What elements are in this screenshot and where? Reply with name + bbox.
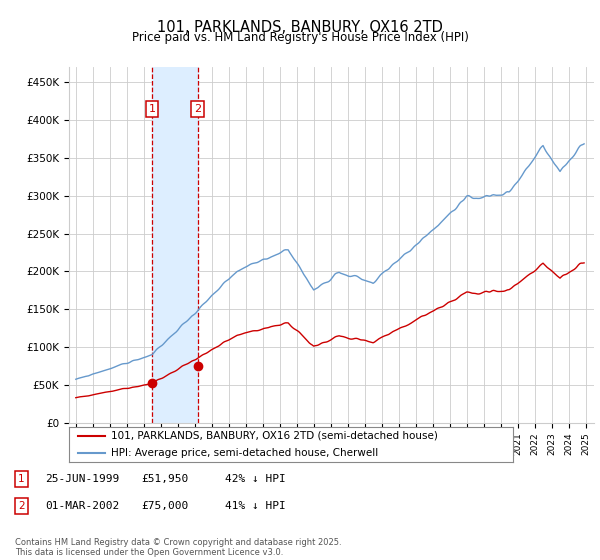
Text: £51,950: £51,950 bbox=[141, 474, 188, 484]
Text: 41% ↓ HPI: 41% ↓ HPI bbox=[225, 501, 286, 511]
Bar bbox=[152, 67, 197, 423]
Text: HPI: Average price, semi-detached house, Cherwell: HPI: Average price, semi-detached house,… bbox=[111, 449, 379, 458]
Text: 101, PARKLANDS, BANBURY, OX16 2TD (semi-detached house): 101, PARKLANDS, BANBURY, OX16 2TD (semi-… bbox=[111, 431, 438, 441]
Text: 101, PARKLANDS, BANBURY, OX16 2TD: 101, PARKLANDS, BANBURY, OX16 2TD bbox=[157, 20, 443, 35]
Text: 42% ↓ HPI: 42% ↓ HPI bbox=[225, 474, 286, 484]
Text: Price paid vs. HM Land Registry's House Price Index (HPI): Price paid vs. HM Land Registry's House … bbox=[131, 31, 469, 44]
Text: Contains HM Land Registry data © Crown copyright and database right 2025.
This d: Contains HM Land Registry data © Crown c… bbox=[15, 538, 341, 557]
Text: 1: 1 bbox=[18, 474, 25, 484]
Text: 1: 1 bbox=[148, 104, 155, 114]
Text: 2: 2 bbox=[18, 501, 25, 511]
Text: 25-JUN-1999: 25-JUN-1999 bbox=[45, 474, 119, 484]
Text: 01-MAR-2002: 01-MAR-2002 bbox=[45, 501, 119, 511]
Text: £75,000: £75,000 bbox=[141, 501, 188, 511]
Text: 2: 2 bbox=[194, 104, 201, 114]
